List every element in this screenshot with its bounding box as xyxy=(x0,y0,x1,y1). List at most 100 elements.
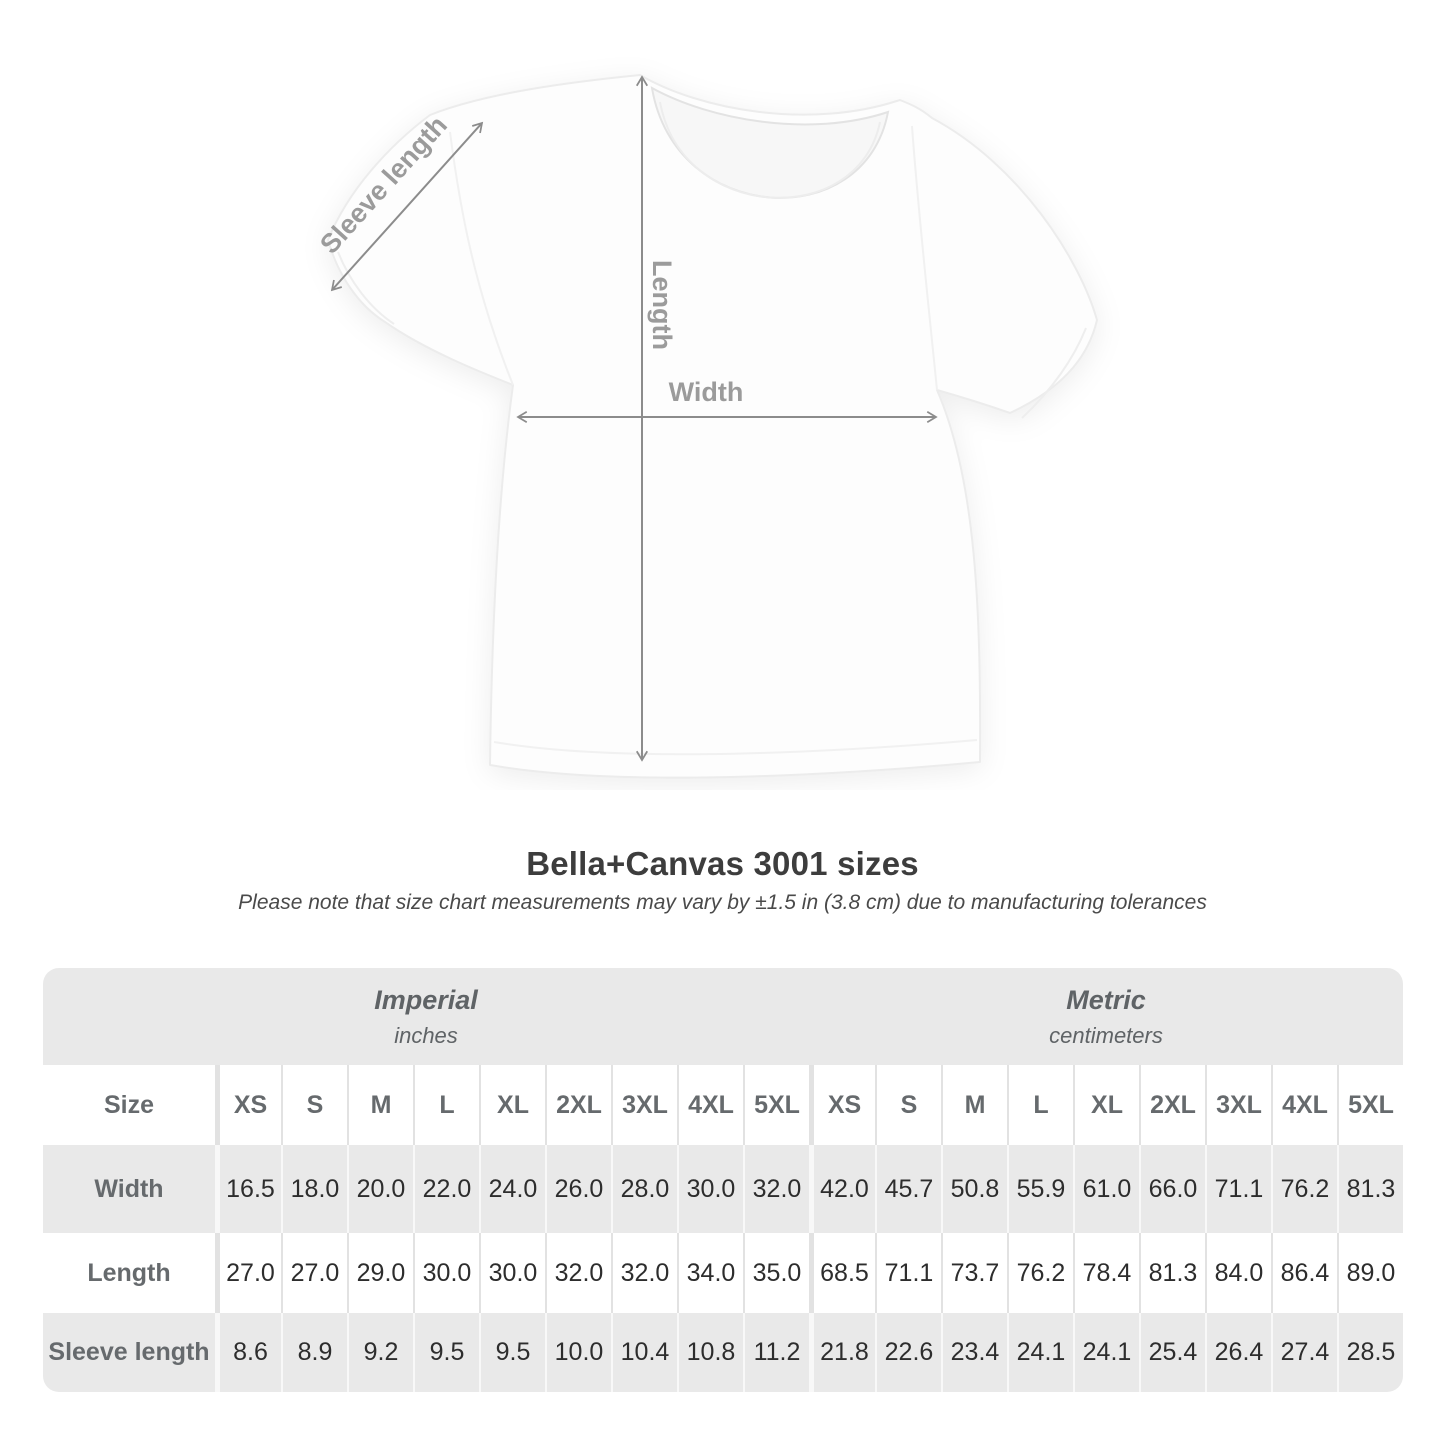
width-imperial-xs: 16.5 xyxy=(215,1145,281,1233)
size-header-imperial-m: M xyxy=(347,1065,413,1145)
width-imperial-s: 18.0 xyxy=(281,1145,347,1233)
size-table: Imperial inches Metric centimeters Size … xyxy=(43,968,1403,1392)
width-imperial-m: 20.0 xyxy=(347,1145,413,1233)
width-metric-2xl: 66.0 xyxy=(1139,1145,1205,1233)
length-metric-l: 76.2 xyxy=(1007,1233,1073,1313)
width-metric-m: 50.8 xyxy=(941,1145,1007,1233)
sleeve-imperial-m: 9.2 xyxy=(347,1313,413,1392)
tshirt-measurement-diagram: Sleeve length Length Width xyxy=(314,74,1098,779)
size-header-imperial-s: S xyxy=(281,1065,347,1145)
size-column-header: Size xyxy=(103,1090,155,1119)
right-sleeve-seam xyxy=(911,125,938,391)
length-metric-xl: 78.4 xyxy=(1073,1233,1139,1313)
unit-group-imperial: Imperial inches xyxy=(43,968,809,1065)
length-metric-s: 71.1 xyxy=(875,1233,941,1313)
width-metric-5xl: 81.3 xyxy=(1337,1145,1403,1233)
sleeve-imperial-3xl: 10.4 xyxy=(611,1313,677,1392)
tshirt-graphic xyxy=(327,74,1098,779)
collar-seam xyxy=(659,101,881,199)
length-metric-xs: 68.5 xyxy=(809,1233,875,1313)
length-imperial-2xl: 32.0 xyxy=(545,1233,611,1313)
length-metric-4xl: 86.4 xyxy=(1271,1233,1337,1313)
size-header-metric-xs: XS xyxy=(809,1065,875,1145)
sleeve-imperial-xl: 9.5 xyxy=(479,1313,545,1392)
sleeve-metric-2xl: 25.4 xyxy=(1139,1313,1205,1392)
hem-seam xyxy=(493,739,978,756)
size-header-imperial-4xl: 4XL xyxy=(677,1065,743,1145)
size-header-metric-xl: XL xyxy=(1073,1065,1139,1145)
size-header-metric-2xl: 2XL xyxy=(1139,1065,1205,1145)
metric-group-label: Metric xyxy=(1066,984,1146,1015)
length-imperial-l: 30.0 xyxy=(413,1233,479,1313)
length-imperial-m: 29.0 xyxy=(347,1233,413,1313)
width-metric-s: 45.7 xyxy=(875,1145,941,1233)
size-header-imperial-5xl: 5XL xyxy=(743,1065,809,1145)
width-metric-3xl: 71.1 xyxy=(1205,1145,1271,1233)
right-cuff-seam xyxy=(1021,327,1087,419)
length-metric-2xl: 81.3 xyxy=(1139,1233,1205,1313)
length-imperial-5xl: 35.0 xyxy=(743,1233,809,1313)
sleeve-metric-xs: 21.8 xyxy=(809,1313,875,1392)
size-header-imperial-2xl: 2XL xyxy=(545,1065,611,1145)
size-header-row: Size XS S M L XL 2XL 3XL 4XL 5XL XS S M … xyxy=(43,1065,1403,1145)
size-header-metric-l: L xyxy=(1007,1065,1073,1145)
sleeve-imperial-2xl: 10.0 xyxy=(545,1313,611,1392)
size-header-imperial-xs: XS xyxy=(215,1065,281,1145)
imperial-unit-label: inches xyxy=(394,1022,458,1048)
length-metric-5xl: 89.0 xyxy=(1337,1233,1403,1313)
length-metric-m: 73.7 xyxy=(941,1233,1007,1313)
unit-group-metric: Metric centimeters xyxy=(809,968,1403,1065)
sleeve-metric-5xl: 28.5 xyxy=(1337,1313,1403,1392)
size-chart-subtitle: Please note that size chart measurements… xyxy=(238,891,1207,914)
size-header-imperial-l: L xyxy=(413,1065,479,1145)
width-imperial-5xl: 32.0 xyxy=(743,1145,809,1233)
length-metric-3xl: 84.0 xyxy=(1205,1233,1271,1313)
size-header-metric-3xl: 3XL xyxy=(1205,1065,1271,1145)
sleeve-metric-4xl: 27.4 xyxy=(1271,1313,1337,1392)
length-imperial-xl: 30.0 xyxy=(479,1233,545,1313)
sleeve-metric-m: 23.4 xyxy=(941,1313,1007,1392)
sleeve-metric-xl: 24.1 xyxy=(1073,1313,1139,1392)
size-header-metric-m: M xyxy=(941,1065,1007,1145)
row-label-sleeve-length: Sleeve length xyxy=(48,1338,210,1366)
width-metric-xl: 61.0 xyxy=(1073,1145,1139,1233)
size-header-imperial-3xl: 3XL xyxy=(611,1065,677,1145)
sleeve-imperial-4xl: 10.8 xyxy=(677,1313,743,1392)
width-imperial-3xl: 28.0 xyxy=(611,1145,677,1233)
sleeve-imperial-5xl: 11.2 xyxy=(743,1313,809,1392)
sleeve-metric-3xl: 26.4 xyxy=(1205,1313,1271,1392)
width-imperial-4xl: 30.0 xyxy=(677,1145,743,1233)
row-label-width: Width xyxy=(94,1174,164,1203)
width-metric-l: 55.9 xyxy=(1007,1145,1073,1233)
size-header-metric-5xl: 5XL xyxy=(1337,1065,1403,1145)
sleeve-imperial-s: 8.9 xyxy=(281,1313,347,1392)
length-imperial-4xl: 34.0 xyxy=(677,1233,743,1313)
table-row-length: Length 27.0 27.0 29.0 30.0 30.0 32.0 32.… xyxy=(43,1233,1403,1313)
row-label-length: Length xyxy=(87,1258,171,1287)
sleeve-imperial-xs: 8.6 xyxy=(215,1313,281,1392)
size-header-imperial-xl: XL xyxy=(479,1065,545,1145)
size-header-metric-s: S xyxy=(875,1065,941,1145)
length-label: Length xyxy=(647,260,677,350)
size-header-metric-4xl: 4XL xyxy=(1271,1065,1337,1145)
length-imperial-xs: 27.0 xyxy=(215,1233,281,1313)
table-row-width: Width 16.5 18.0 20.0 22.0 24.0 26.0 28.0… xyxy=(43,1145,1403,1233)
width-metric-xs: 42.0 xyxy=(809,1145,875,1233)
width-imperial-l: 22.0 xyxy=(413,1145,479,1233)
tshirt-body xyxy=(327,74,1098,779)
metric-unit-label: centimeters xyxy=(1049,1022,1163,1048)
width-label: Width xyxy=(669,377,744,407)
length-imperial-3xl: 32.0 xyxy=(611,1233,677,1313)
width-metric-4xl: 76.2 xyxy=(1271,1145,1337,1233)
sleeve-imperial-l: 9.5 xyxy=(413,1313,479,1392)
width-imperial-xl: 24.0 xyxy=(479,1145,545,1233)
imperial-group-label: Imperial xyxy=(374,984,478,1015)
sleeve-metric-l: 24.1 xyxy=(1007,1313,1073,1392)
size-chart-title: Bella+Canvas 3001 sizes xyxy=(526,845,919,882)
sleeve-metric-s: 22.6 xyxy=(875,1313,941,1392)
unit-group-band: Imperial inches Metric centimeters xyxy=(43,968,1403,1065)
sleeve-length-arrow xyxy=(330,121,484,292)
width-imperial-2xl: 26.0 xyxy=(545,1145,611,1233)
length-imperial-s: 27.0 xyxy=(281,1233,347,1313)
